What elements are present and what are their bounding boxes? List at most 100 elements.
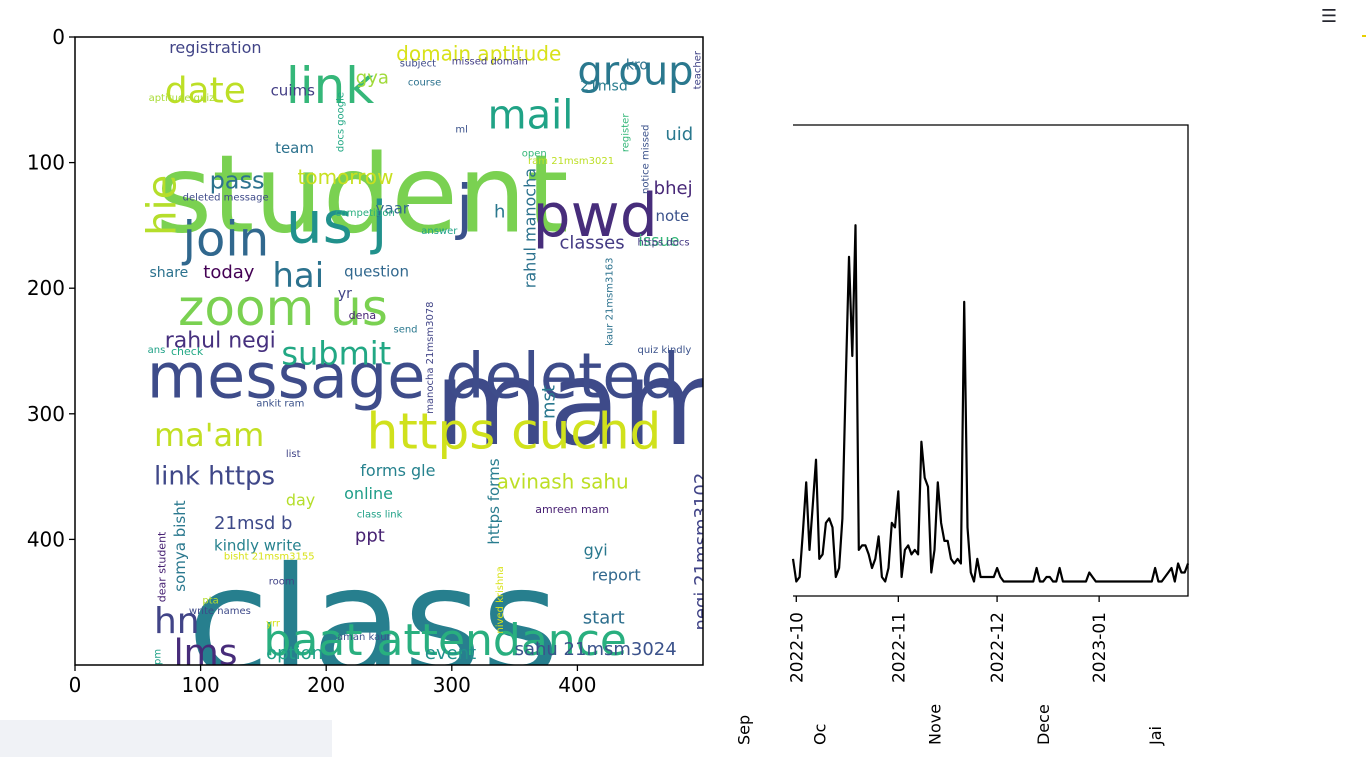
wordcloud-word: write names: [189, 606, 251, 617]
wordcloud-word: group: [577, 49, 693, 95]
wordcloud-word: aptitude quiz: [149, 93, 215, 104]
wordcloud-word: gya: [356, 67, 389, 88]
wordcloud-word: ankit ram: [256, 399, 304, 410]
wordcloud-word: mail: [488, 93, 574, 139]
x-tick-label: 300: [433, 673, 471, 697]
line-chart-frame: [793, 124, 1189, 597]
wordcloud-word: team: [275, 139, 314, 157]
wordcloud-word: 21msd: [580, 79, 628, 95]
wordcloud-word: notice missed: [640, 125, 651, 194]
wordcloud-word: pm: [152, 649, 163, 665]
wordcloud-word: start: [583, 607, 625, 628]
wordcloud-word: student: [156, 132, 569, 257]
wordcloud-word: manocha 21msm3078: [425, 301, 436, 413]
series-line: [791, 224, 1190, 583]
y-tick-label: 0: [52, 25, 65, 49]
y-tick-label: 200: [27, 276, 65, 300]
wordcloud-word: dear student: [156, 531, 169, 602]
wordcloud-word: subject: [400, 58, 436, 69]
wordcloud-word: gyi: [584, 541, 608, 560]
wordcloud-word: ma'am: [154, 416, 264, 454]
wordcloud-word: date: [165, 70, 246, 111]
wordcloud-word: issue: [638, 231, 679, 250]
wordcloud-word: lms: [174, 632, 238, 673]
wordcloud-word: competition: [335, 208, 395, 219]
wordcloud-word: list: [286, 449, 301, 460]
wordcloud-word: uid: [665, 124, 693, 145]
wordcloud-word: pta: [202, 595, 218, 606]
wordcloud-word: amreen mam: [535, 503, 609, 516]
wordcloud-word: aman kaur: [337, 632, 392, 643]
x-tick-label: 100: [182, 673, 220, 697]
y-tick-label: 300: [27, 402, 65, 426]
wordcloud-word: https docs: [638, 237, 690, 248]
wordcloud-word: submit: [281, 335, 391, 373]
x-tick-label: 2022-11: [889, 612, 909, 683]
wordcloud-word: registration: [169, 38, 261, 57]
wordcloud-word: link https: [154, 462, 275, 492]
month-label: Nove: [926, 704, 945, 745]
wordcloud-word: register: [621, 113, 632, 152]
wordcloud-word: 21msd b: [214, 513, 292, 534]
wordcloud-word: bisht 21msm3155: [224, 551, 315, 562]
wordcloud-word: ml: [455, 124, 468, 135]
wordcloud-word: kro: [626, 58, 648, 74]
wordcloud-word: zoom us: [178, 279, 388, 337]
wordcloud-word: note: [655, 207, 689, 225]
wordcloud-word: somya bisht: [171, 500, 189, 591]
wordcloud-word: https forms: [485, 458, 503, 544]
wordcloud-word: yaar: [376, 200, 410, 218]
wordcloud-word: hai: [272, 256, 324, 296]
wordcloud-word: rahul negi: [165, 328, 276, 353]
wordcloud-word: forms gle: [360, 461, 435, 480]
wordcloud-word: check: [171, 345, 204, 358]
month-label: Dece: [1034, 704, 1053, 745]
wordcloud-word: question: [344, 262, 409, 280]
wordcloud-word: sahu 21msm3024: [515, 639, 677, 660]
wordcloud-word: message deleted: [147, 339, 680, 412]
wordcloud-word: us j: [286, 188, 388, 256]
wordcloud-word: link: [286, 57, 374, 115]
wordcloud-word: docs google: [335, 92, 346, 152]
wordcloud-frame: [74, 36, 704, 666]
wordcloud-word: pwd: [533, 181, 658, 251]
wordcloud-word: h: [494, 201, 505, 222]
y-tick-label: 400: [27, 527, 65, 551]
wordcloud-word: baat attendance: [263, 615, 627, 666]
y-tick-label: 100: [27, 151, 65, 175]
wordcloud-word: yr: [338, 286, 352, 302]
status-indicator: [1362, 35, 1366, 37]
wordcloud-word: hn: [154, 601, 200, 642]
x-tick-label: 2023-01: [1090, 612, 1110, 683]
wordcloud-word: deleted message: [183, 192, 269, 203]
wordcloud-word: cuims: [271, 81, 316, 99]
x-tick-label: 0: [69, 673, 82, 697]
wordcloud-word: today: [203, 262, 255, 283]
wordcloud-word: rahul manocha: [521, 168, 540, 288]
x-tick-label: 400: [558, 673, 596, 697]
wordcloud-word: missed domain: [452, 56, 528, 67]
wordcloud-word: mst: [538, 385, 559, 419]
x-tick-label: 2022-10: [787, 612, 807, 683]
wordcloud-word: classes: [559, 233, 624, 254]
hamburger-menu-icon[interactable]: ☰: [1320, 5, 1338, 27]
bottom-panel: [0, 720, 332, 757]
wordcloud-word: event: [425, 643, 476, 664]
wordcloud-word: answer: [421, 226, 458, 237]
wordcloud-word: hie: [140, 175, 186, 236]
month-label: Oc: [810, 724, 829, 745]
wordcloud-word: report: [592, 566, 641, 585]
wordcloud-word: ans: [148, 345, 166, 356]
wordcloud-word: course: [408, 77, 441, 88]
wordcloud-word: dena: [349, 309, 376, 322]
wordcloud-word: teacher: [692, 50, 703, 89]
wordcloud-word: room: [269, 577, 295, 588]
wordcloud-word: avinash sahu: [497, 470, 629, 494]
month-label: Jai: [1146, 726, 1165, 746]
wordcloud-word: ppt: [355, 526, 385, 547]
wordcloud-word: mam: [434, 334, 736, 472]
wordcloud-word: class link: [357, 510, 403, 521]
wordcloud-word: online: [344, 484, 393, 503]
